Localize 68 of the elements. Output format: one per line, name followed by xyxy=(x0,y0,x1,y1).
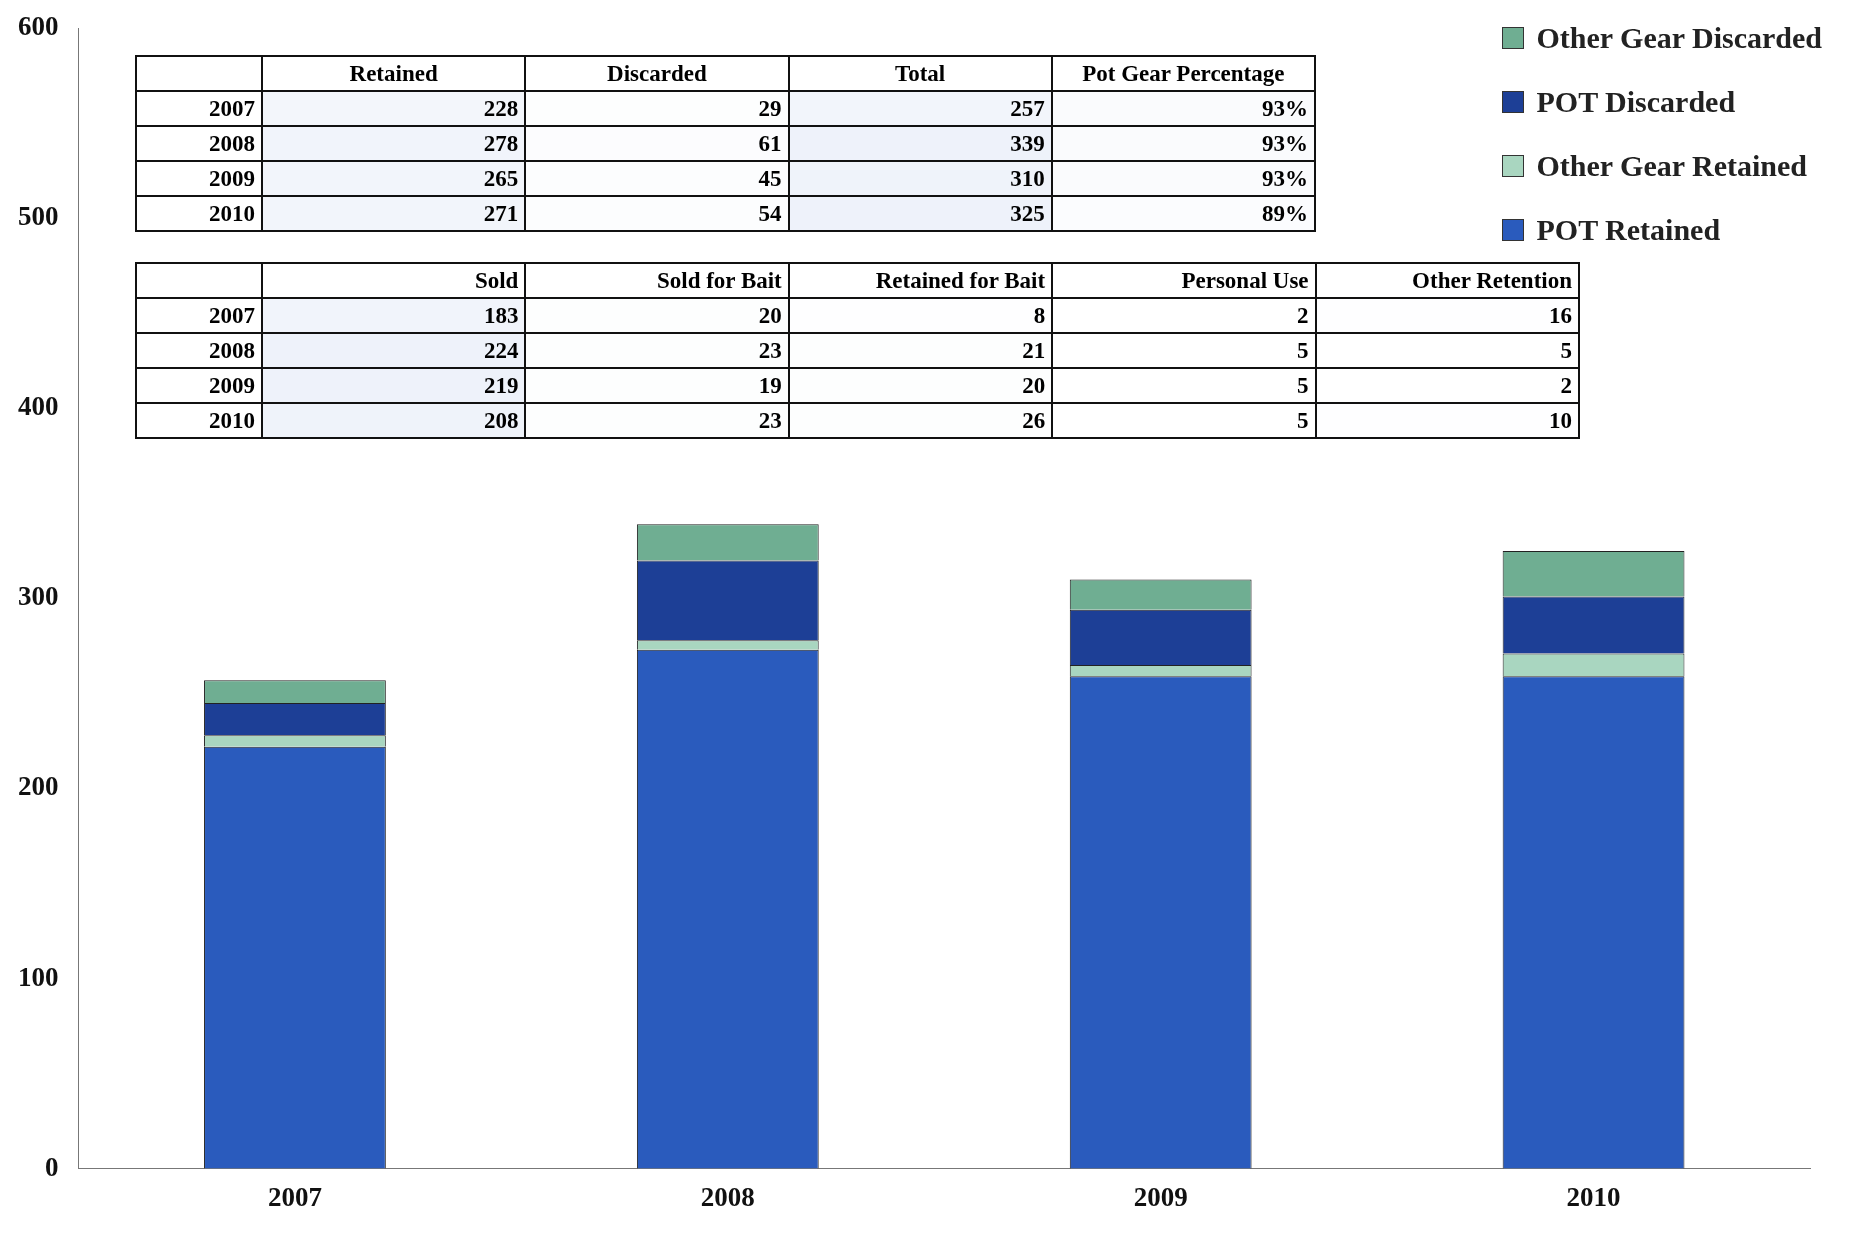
x-tick-label: Retained for Bait xyxy=(788,263,1053,298)
y-tick-label: 400 xyxy=(18,391,59,422)
data-label: 19 xyxy=(525,368,789,403)
y-tick-label: 2007 xyxy=(136,298,262,333)
y-tick-label: 2009 xyxy=(136,368,262,403)
data-label: 10 xyxy=(1315,403,1579,438)
y-tick-label: 2009 xyxy=(136,161,262,196)
y-tick-label: 500 xyxy=(18,201,59,232)
y-tick-label: 300 xyxy=(18,581,59,612)
legend-label: Other Gear Discarded xyxy=(1536,21,1822,55)
data-label: 2 xyxy=(1315,368,1579,403)
data-label: 23 xyxy=(525,403,789,438)
data-label: 228 xyxy=(262,91,526,126)
data-label: 29 xyxy=(525,91,789,126)
x-tick-label: 2007 xyxy=(267,1181,322,1212)
data-label: 325 xyxy=(788,196,1052,231)
data-label: 93% xyxy=(1051,91,1315,126)
data-label: 23 xyxy=(525,333,789,368)
y-tick-label: 2008 xyxy=(136,126,262,161)
y-tick-label: 2010 xyxy=(136,403,262,438)
data-label: 5 xyxy=(1052,333,1316,368)
data-label: 208 xyxy=(262,403,526,438)
data-label: 5 xyxy=(1052,403,1316,438)
x-tick-label: Sold xyxy=(262,263,526,298)
data-label: 5 xyxy=(1315,333,1579,368)
data-label: 16 xyxy=(1315,298,1579,333)
data-label: 224 xyxy=(262,333,526,368)
y-tick-label: 2007 xyxy=(136,91,262,126)
x-tick-label: Pot Gear Percentage xyxy=(1051,56,1315,91)
x-tick-label: Personal Use xyxy=(1052,263,1316,298)
y-tick-label: 2010 xyxy=(136,196,262,231)
data-label: 5 xyxy=(1052,368,1316,403)
x-tick-label: Discarded xyxy=(525,56,789,91)
y-tick-label: 600 xyxy=(18,11,59,42)
data-label: 45 xyxy=(525,161,789,196)
y-tick-label: 200 xyxy=(18,771,59,802)
y-tick-label: 0 xyxy=(45,1151,59,1182)
y-tick-label: 2008 xyxy=(136,333,262,368)
data-label: 20 xyxy=(525,298,789,333)
legend-label: POT Discarded xyxy=(1536,85,1736,119)
data-label: 8 xyxy=(788,298,1053,333)
data-label: 183 xyxy=(262,298,526,333)
data-label: 89% xyxy=(1051,196,1315,231)
data-label: 93% xyxy=(1051,126,1315,161)
data-label: 21 xyxy=(788,333,1053,368)
legend-label: Other Gear Retained xyxy=(1536,149,1807,183)
data-label: 2 xyxy=(1052,298,1316,333)
data-label: 54 xyxy=(525,196,789,231)
data-label: 310 xyxy=(788,161,1052,196)
data-label: 219 xyxy=(262,368,526,403)
data-label: 278 xyxy=(262,126,526,161)
x-tick-label: Sold for Bait xyxy=(525,263,789,298)
data-label: 26 xyxy=(788,403,1053,438)
data-label: 20 xyxy=(788,368,1053,403)
x-tick-label: Other Retention xyxy=(1315,263,1579,298)
x-tick-label: 2008 xyxy=(700,1181,755,1212)
data-label: 265 xyxy=(262,161,526,196)
data-label: 257 xyxy=(788,91,1052,126)
legend-label: POT Retained xyxy=(1536,213,1721,247)
data-label: 93% xyxy=(1051,161,1315,196)
x-tick-label: 2009 xyxy=(1133,1181,1188,1212)
x-tick-label: Total xyxy=(788,56,1052,91)
x-tick-label: 2010 xyxy=(1566,1181,1621,1212)
data-label: 61 xyxy=(525,126,789,161)
data-label: 339 xyxy=(788,126,1052,161)
x-tick-label: Retained xyxy=(262,56,526,91)
data-label: 271 xyxy=(262,196,526,231)
y-tick-label: 100 xyxy=(18,961,59,992)
